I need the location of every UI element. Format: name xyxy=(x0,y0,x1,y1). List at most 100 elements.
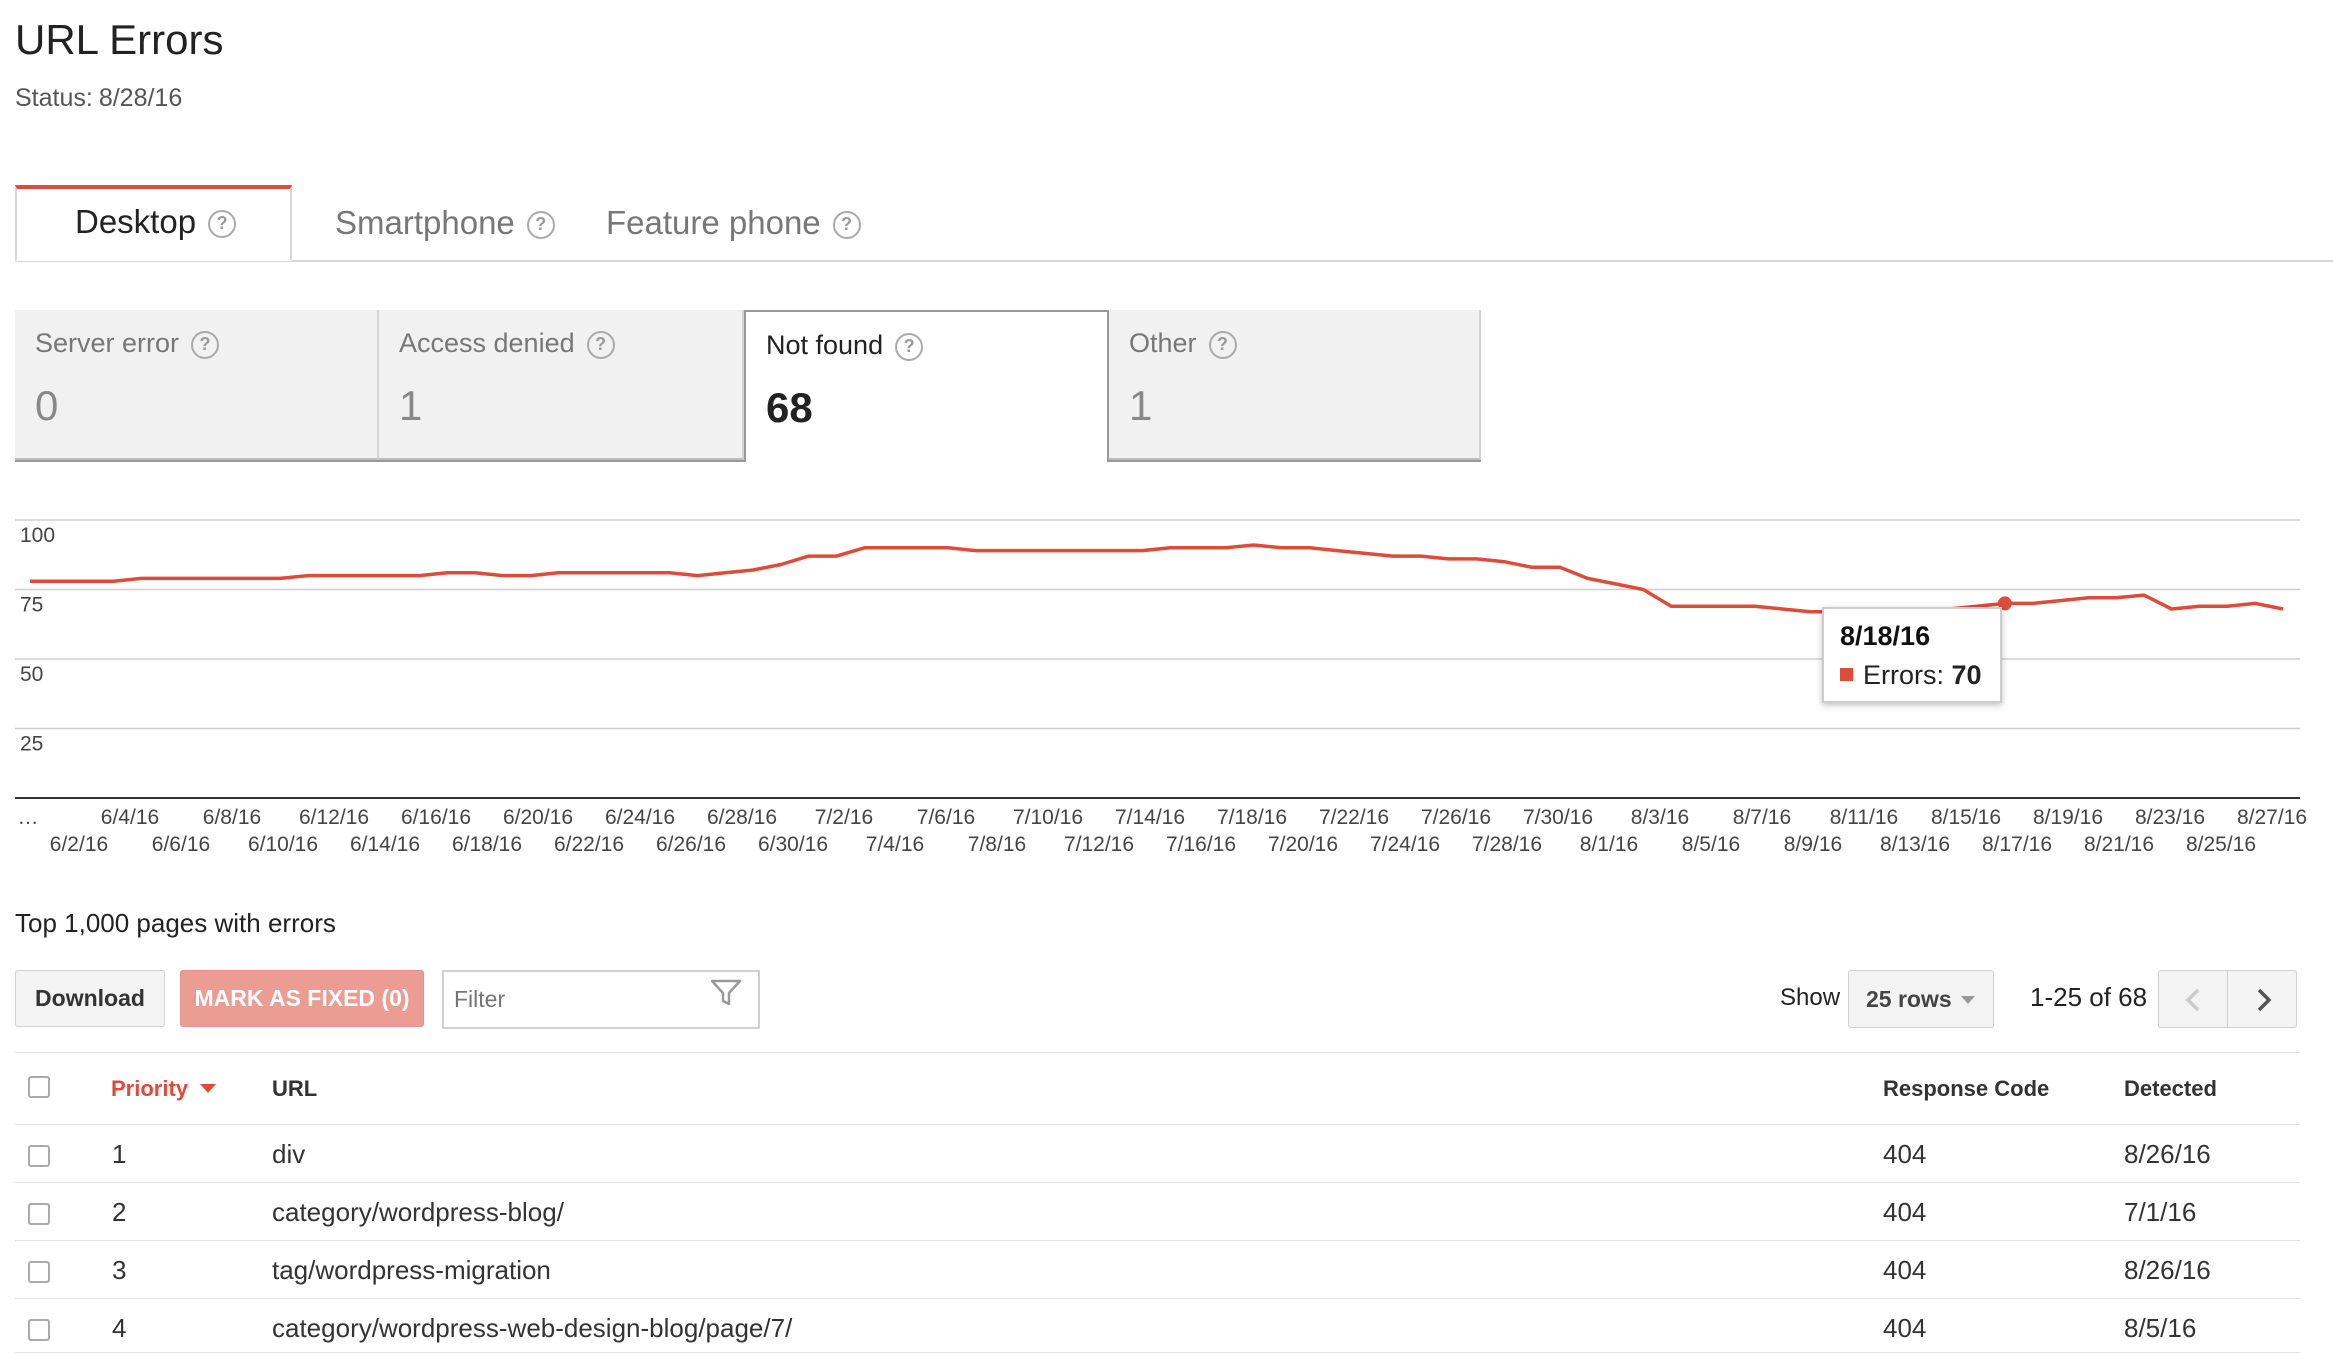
rows-per-page-select[interactable]: 25 rows xyxy=(1848,970,1994,1028)
x-tick-label: 8/3/16 xyxy=(1631,806,1689,829)
cell-detected: 8/26/16 xyxy=(2124,1255,2211,1285)
series-line-errors xyxy=(30,543,2284,614)
table-row[interactable]: 1 div 404 8/26/16 xyxy=(15,1124,2300,1183)
x-tick-label: 6/4/16 xyxy=(101,806,159,829)
x-tick-label: 7/12/16 xyxy=(1064,833,1134,856)
y-tick-label: 25 xyxy=(20,733,43,756)
tab-label: Smartphone xyxy=(335,204,515,241)
filter-input[interactable] xyxy=(442,970,760,1029)
cell-url[interactable]: category/wordpress-blog/ xyxy=(272,1197,564,1227)
tab-label: Desktop xyxy=(75,203,197,240)
tab-smartphone[interactable]: Smartphone? xyxy=(335,187,555,260)
x-tick-label: 6/2/16 xyxy=(50,833,108,856)
y-tick-label: 75 xyxy=(20,594,43,617)
table-row[interactable]: 2 category/wordpress-blog/ 404 7/1/16 xyxy=(15,1182,2300,1241)
help-icon[interactable]: ? xyxy=(208,210,237,239)
status-label: Status: xyxy=(15,84,93,112)
error-type-label: Server error? xyxy=(35,328,220,359)
next-page-button[interactable] xyxy=(2227,970,2297,1028)
x-tick-label: 7/8/16 xyxy=(968,833,1026,856)
pagination-range: 1-25 of 68 xyxy=(2030,982,2148,1012)
error-type-count: 1 xyxy=(399,382,423,429)
error-type-label: Not found? xyxy=(766,330,924,361)
row-checkbox[interactable] xyxy=(28,1261,50,1283)
help-icon[interactable]: ? xyxy=(1208,330,1237,359)
cell-priority: 1 xyxy=(112,1139,127,1169)
x-tick-label: 6/20/16 xyxy=(503,806,573,829)
error-type-baseline xyxy=(1109,460,1481,462)
x-tick-label: 8/19/16 xyxy=(2033,806,2103,829)
sort-desc-icon xyxy=(200,1084,217,1093)
error-type-other[interactable]: Other? 1 xyxy=(1109,310,1481,460)
y-tick-label: 100 xyxy=(20,524,55,547)
mark-as-fixed-button[interactable]: MARK AS FIXED (0) xyxy=(180,970,424,1027)
filter-icon[interactable] xyxy=(710,978,742,1008)
y-tick-label: 50 xyxy=(20,663,43,686)
cell-url[interactable]: div xyxy=(272,1139,306,1169)
cell-url[interactable]: tag/wordpress-migration xyxy=(272,1255,551,1285)
download-button[interactable]: Download xyxy=(15,970,165,1027)
cell-response-code: 404 xyxy=(1883,1197,1927,1227)
help-icon[interactable]: ? xyxy=(586,330,615,359)
row-checkbox[interactable] xyxy=(28,1319,50,1341)
x-tick-label: 6/24/16 xyxy=(605,806,675,829)
x-tick-label: 7/20/16 xyxy=(1268,833,1338,856)
x-tick-label: 8/11/16 xyxy=(1830,806,1899,829)
x-tick-label: 7/14/16 xyxy=(1115,806,1185,829)
x-tick-label: 6/18/16 xyxy=(452,833,522,856)
table-row[interactable]: 4 category/wordpress-web-design-blog/pag… xyxy=(15,1298,2300,1353)
column-header-url[interactable]: URL xyxy=(272,1076,318,1101)
x-tick-label: 8/1/16 xyxy=(1580,833,1638,856)
error-type-not-found[interactable]: Not found? 68 xyxy=(744,310,1109,462)
cell-detected: 8/5/16 xyxy=(2124,1313,2197,1343)
error-type-server-error[interactable]: Server error? 0 xyxy=(15,310,379,460)
x-tick-label: 8/9/16 xyxy=(1784,833,1842,856)
column-header-priority[interactable]: Priority xyxy=(111,1076,217,1102)
x-tick-label: 8/7/16 xyxy=(1733,806,1791,829)
chevron-right-icon xyxy=(2257,988,2272,1012)
tab-feature-phone[interactable]: Feature phone? xyxy=(606,187,861,260)
chevron-left-icon xyxy=(2185,988,2200,1012)
x-tick-label: 7/28/16 xyxy=(1472,833,1542,856)
column-header-response-code[interactable]: Response Code xyxy=(1883,1076,2050,1101)
error-type-label: Access denied? xyxy=(399,328,615,359)
x-tick-label: 6/6/16 xyxy=(152,833,210,856)
highlight-point xyxy=(1997,596,2012,611)
tab-desktop[interactable]: Desktop? xyxy=(15,185,292,261)
device-tabs: Desktop? Smartphone? Feature phone? xyxy=(15,185,2333,262)
table-heading: Top 1,000 pages with errors xyxy=(15,908,336,938)
cell-detected: 7/1/16 xyxy=(2124,1197,2197,1227)
x-tick-label: 6/28/16 xyxy=(707,806,777,829)
cell-priority: 4 xyxy=(112,1313,127,1343)
help-icon[interactable]: ? xyxy=(895,332,924,361)
cell-priority: 2 xyxy=(112,1197,127,1227)
help-icon[interactable]: ? xyxy=(191,330,220,359)
row-checkbox[interactable] xyxy=(28,1203,50,1225)
x-tick-label: 7/26/16 xyxy=(1421,806,1491,829)
x-tick-label: 6/30/16 xyxy=(758,833,828,856)
help-icon[interactable]: ? xyxy=(526,211,555,240)
error-type-count: 68 xyxy=(766,384,813,431)
row-checkbox[interactable] xyxy=(28,1145,50,1167)
column-header-detected[interactable]: Detected xyxy=(2124,1076,2217,1101)
page-title: URL Errors xyxy=(15,16,224,63)
x-tick-label: 6/22/16 xyxy=(554,833,624,856)
cell-response-code: 404 xyxy=(1883,1255,1927,1285)
x-tick-label: 6/14/16 xyxy=(350,833,420,856)
cell-response-code: 404 xyxy=(1883,1313,1927,1343)
prev-page-button[interactable] xyxy=(2158,970,2228,1028)
x-tick-label: 7/10/16 xyxy=(1013,806,1083,829)
cell-detected: 8/26/16 xyxy=(2124,1139,2211,1169)
x-tick-label: 8/13/16 xyxy=(1880,833,1950,856)
error-type-label: Other? xyxy=(1129,328,1237,359)
chart-tooltip: 8/18/16 Errors: 70 xyxy=(1822,607,2002,703)
error-type-access-denied[interactable]: Access denied? 1 xyxy=(379,310,744,460)
select-all-checkbox[interactable] xyxy=(28,1076,50,1098)
help-icon[interactable]: ? xyxy=(832,211,861,240)
x-tick-label: 6/8/16 xyxy=(203,806,261,829)
cell-url[interactable]: category/wordpress-web-design-blog/page/… xyxy=(272,1313,793,1343)
table-divider xyxy=(15,1052,2300,1053)
table-row[interactable]: 3 tag/wordpress-migration 404 8/26/16 xyxy=(15,1240,2300,1299)
x-tick-label: 8/15/16 xyxy=(1931,806,2001,829)
x-tick-label: 7/4/16 xyxy=(866,833,924,856)
